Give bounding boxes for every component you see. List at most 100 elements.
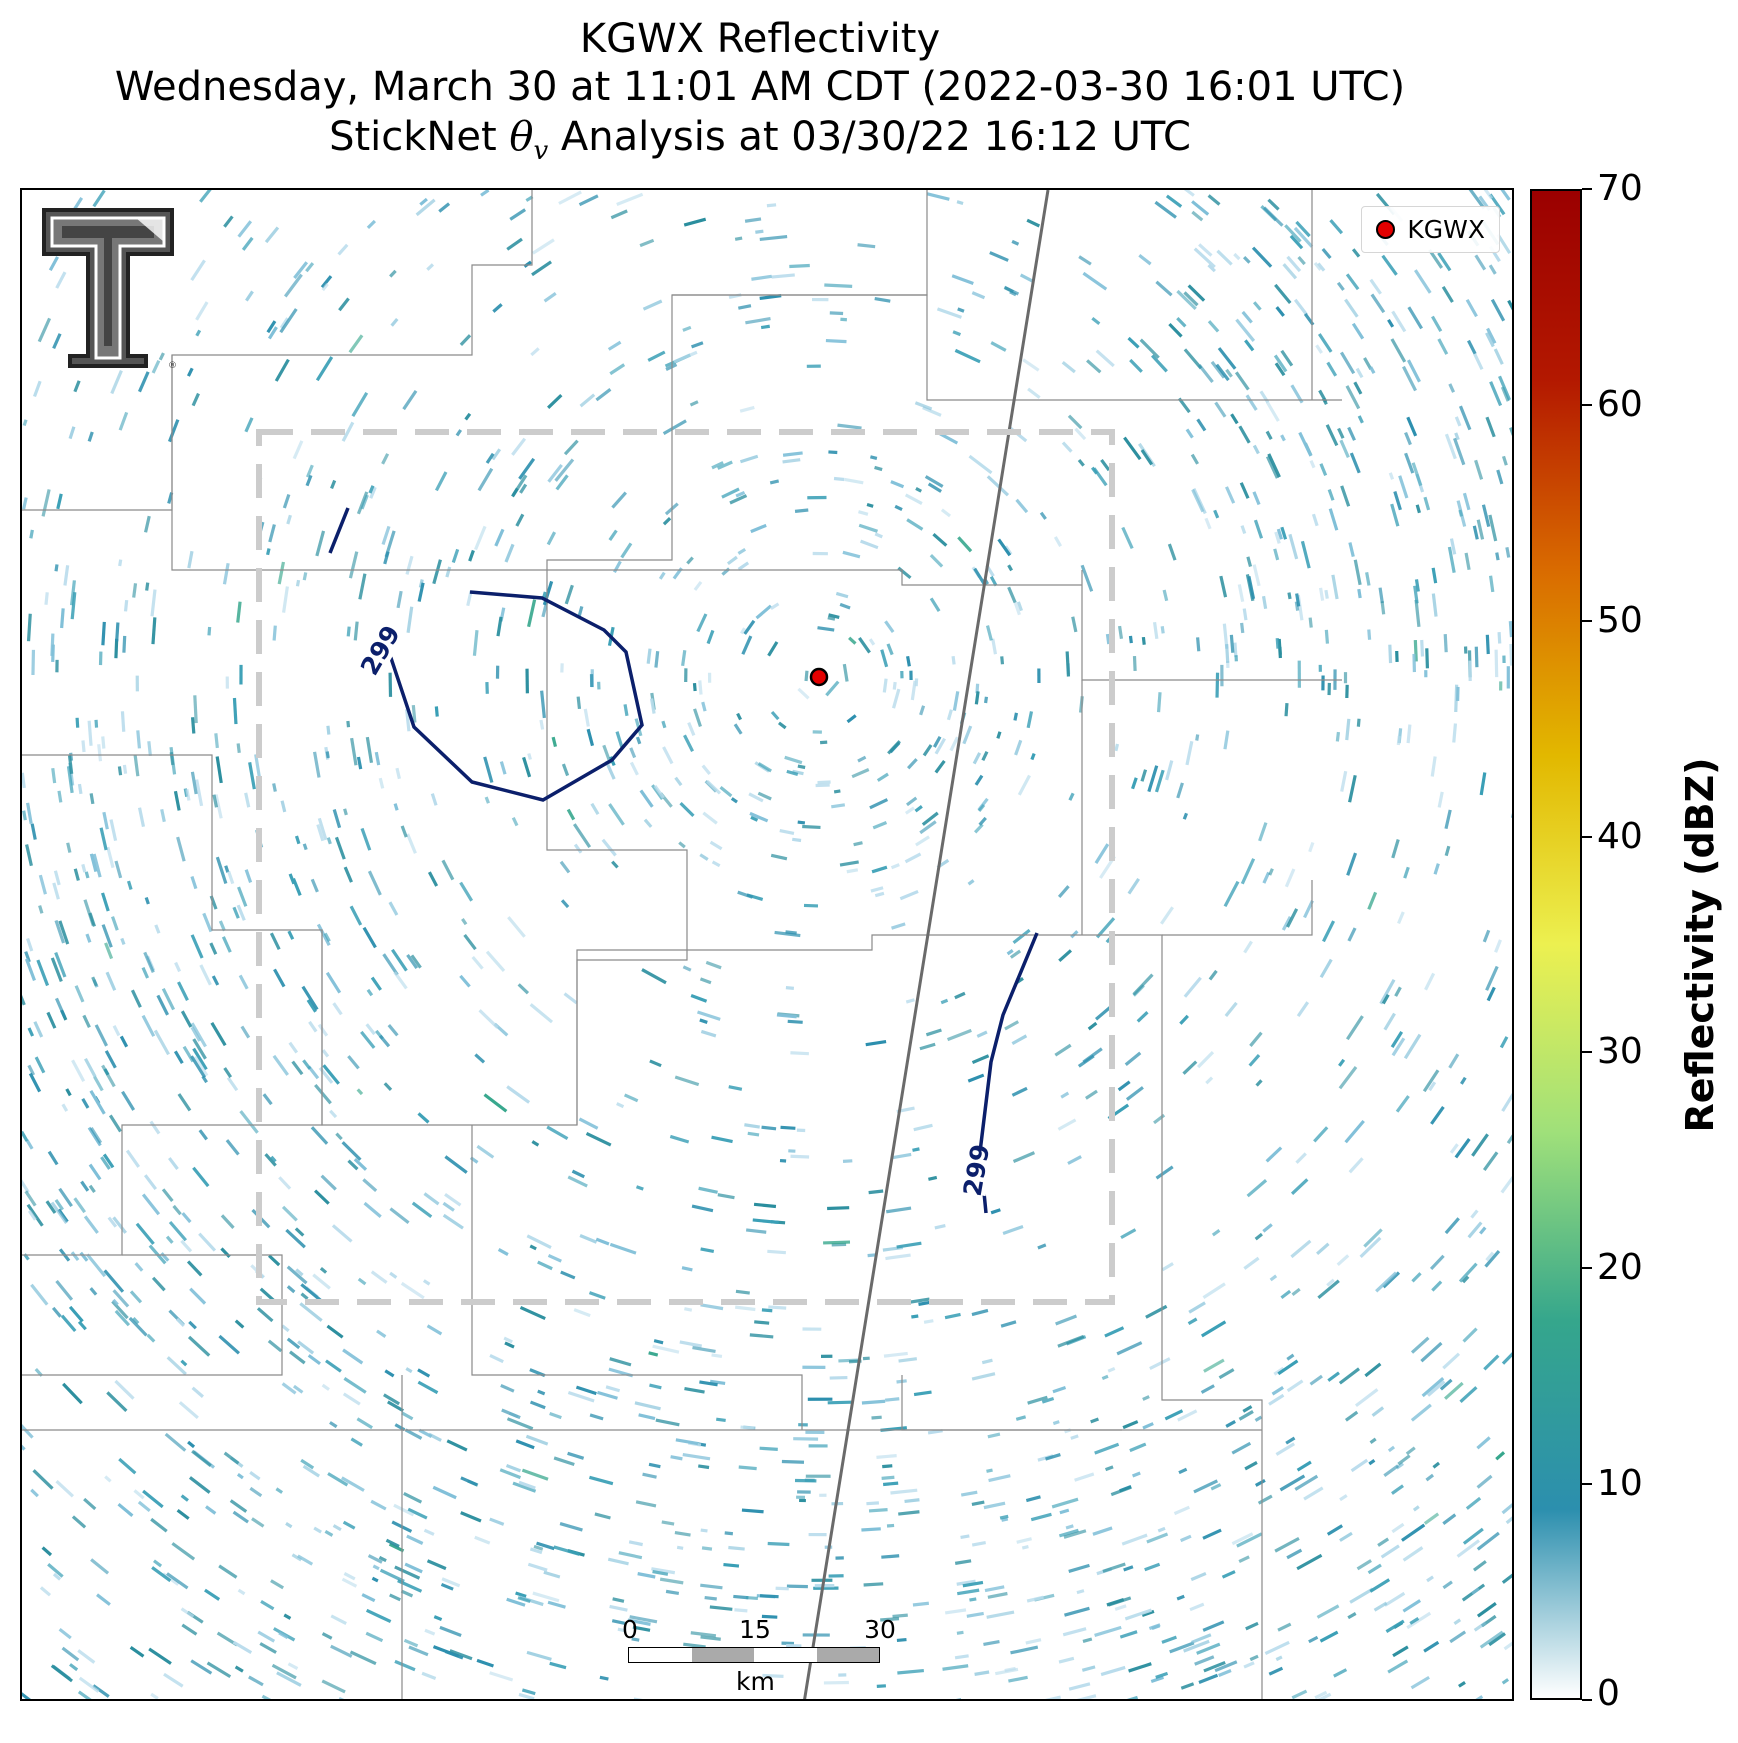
echo-gate xyxy=(831,803,846,809)
echo-gate xyxy=(1211,1229,1221,1237)
echo-gate xyxy=(108,1114,122,1133)
echo-gate xyxy=(827,1206,850,1211)
echo-gate xyxy=(137,1500,151,1513)
echo-gate xyxy=(151,617,157,645)
echo-gate xyxy=(1057,1334,1085,1348)
colorbar-tick xyxy=(1582,1267,1592,1270)
echo-gate xyxy=(259,1642,277,1654)
echo-gate xyxy=(572,823,592,849)
echo-gate xyxy=(649,1059,662,1068)
echo-gate xyxy=(1236,1532,1263,1548)
echo-gate xyxy=(517,1596,531,1604)
echo-gate xyxy=(842,550,861,559)
echo-gate xyxy=(986,1610,1015,1619)
echo-gate xyxy=(1482,1151,1499,1172)
echo-gate xyxy=(691,341,704,349)
echo-gate xyxy=(1425,1473,1435,1482)
echo-gate xyxy=(1245,1621,1259,1631)
echo-gate xyxy=(1482,929,1491,943)
echo-gate xyxy=(526,1234,552,1250)
echo-gate xyxy=(346,626,351,637)
echo-gate xyxy=(1340,485,1351,507)
echo-gate xyxy=(585,1132,612,1147)
echo-gate xyxy=(1286,1548,1303,1560)
echo-gate xyxy=(653,1339,664,1345)
echo-gate xyxy=(904,1498,920,1504)
echo-gate xyxy=(73,868,80,881)
echo-gate xyxy=(441,859,455,881)
echo-gate xyxy=(1176,317,1187,328)
echo-gate xyxy=(51,767,57,784)
echo-gate xyxy=(1378,587,1384,604)
echo-gate xyxy=(1288,533,1299,560)
echo-gate xyxy=(733,723,743,735)
echo-gate xyxy=(349,905,363,926)
echo-gate xyxy=(1326,361,1338,377)
echo-gate xyxy=(553,1545,580,1556)
echo-gate xyxy=(1339,439,1350,459)
echo-gate xyxy=(101,736,106,749)
echo-gate xyxy=(1196,418,1207,432)
echo-gate xyxy=(741,1508,764,1514)
echo-gate xyxy=(717,1193,735,1200)
echo-gate xyxy=(829,311,844,316)
echo-gate xyxy=(1479,1630,1504,1649)
echo-gate xyxy=(897,566,912,580)
echo-gate xyxy=(529,1003,554,1024)
echo-gate xyxy=(1243,940,1253,954)
echo-gate xyxy=(51,1306,62,1318)
echo-gate xyxy=(1488,1632,1506,1647)
echo-gate xyxy=(223,215,234,228)
echo-gate xyxy=(1309,1374,1323,1386)
echo-gate xyxy=(894,504,903,512)
echo-gate xyxy=(312,751,321,778)
echo-gate xyxy=(1095,917,1116,939)
echo-gate xyxy=(1082,1637,1093,1644)
colorbar-tick-label: 30 xyxy=(1597,1031,1643,1073)
echo-gate xyxy=(1426,1575,1434,1583)
echo-gate xyxy=(1453,437,1466,466)
echo-gate xyxy=(1265,1146,1283,1163)
echo-gate xyxy=(734,236,743,241)
echo-gate xyxy=(297,1554,314,1566)
echo-gate xyxy=(1074,1472,1095,1482)
echo-gate xyxy=(533,1544,544,1551)
echo-gate xyxy=(915,835,930,847)
echo-gate xyxy=(1149,1357,1171,1370)
radar-map[interactable]: 299 299 ® KGWX xyxy=(20,188,1514,1701)
scale-bar-segments xyxy=(628,1647,880,1663)
echo-gate xyxy=(1017,774,1031,796)
echo-gate xyxy=(1284,224,1302,243)
echo-gate xyxy=(1465,1496,1482,1510)
echo-gate xyxy=(971,291,986,300)
echo-gate xyxy=(195,301,209,321)
echo-gate xyxy=(1277,1622,1292,1632)
echo-gate xyxy=(504,1341,515,1349)
echo-gate xyxy=(549,1412,562,1420)
echo-gate xyxy=(734,1305,756,1312)
echo-gate xyxy=(985,625,993,641)
echo-gate xyxy=(846,714,857,724)
echo-gate xyxy=(596,1390,618,1400)
echo-gate xyxy=(561,763,570,777)
echo-gate xyxy=(342,1392,361,1406)
echo-gate xyxy=(1291,1287,1301,1296)
echo-gate xyxy=(1351,322,1365,340)
echo-gate xyxy=(451,548,460,564)
echo-gate xyxy=(896,1637,907,1643)
echo-gate xyxy=(628,1540,643,1547)
echo-gate xyxy=(150,589,157,617)
echo-gate xyxy=(530,347,540,357)
echo-gate xyxy=(1420,1341,1443,1363)
echo-gate xyxy=(1000,656,1005,665)
echo-gate xyxy=(306,999,317,1013)
echo-gate xyxy=(1022,358,1040,372)
echo-gate xyxy=(701,764,711,775)
echo-gate xyxy=(495,665,500,679)
echo-gate xyxy=(332,1524,342,1532)
echo-gate xyxy=(748,792,764,803)
echo-gate xyxy=(417,1380,439,1395)
echo-gate xyxy=(1255,1079,1263,1087)
echo-gate xyxy=(332,1002,343,1016)
echo-gate xyxy=(68,1305,84,1323)
